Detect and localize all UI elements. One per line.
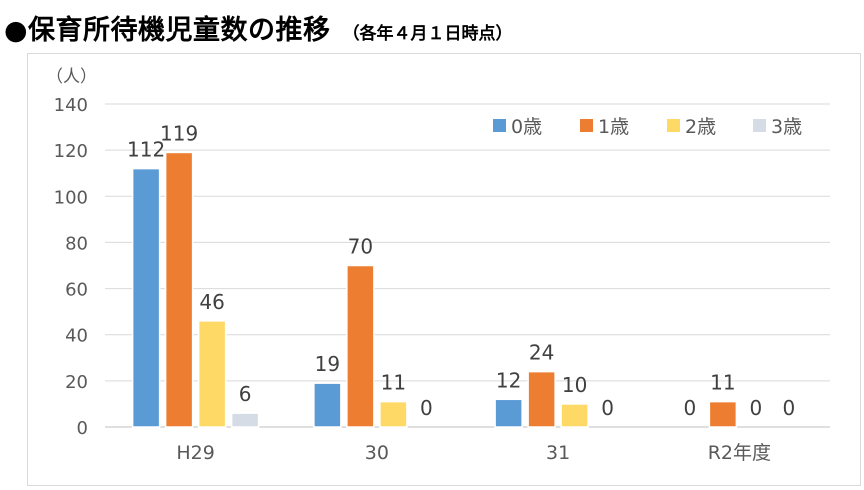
page-title: ●保育所待機児童数の推移 (4, 15, 331, 46)
data-label: 70 (348, 235, 373, 259)
y-tick-label: 100 (54, 187, 88, 208)
data-label: 0 (783, 396, 796, 420)
bar-2歳-30 (379, 400, 408, 428)
bar-0歳-H29 (131, 167, 161, 428)
y-tick-label: 40 (65, 326, 88, 347)
x-axis-ticks: H29 30 31 R2年度 (176, 442, 771, 464)
y-tick-label: 120 (54, 141, 88, 162)
y-tick-label: 60 (65, 280, 88, 301)
legend-label: 1歳 (598, 116, 629, 138)
bar-1歳-H29 (164, 151, 194, 428)
x-tick-label: R2年度 (708, 442, 771, 464)
data-label: 119 (160, 121, 198, 145)
page-subtitle: （各年４月１日時点） (342, 24, 513, 44)
y-tick-label: 80 (65, 233, 88, 254)
data-label: 0 (750, 396, 763, 420)
data-label: 6 (239, 382, 252, 406)
data-label: 19 (315, 352, 340, 376)
bar-0歳-31 (494, 398, 523, 428)
data-label: 12 (496, 368, 521, 392)
legend-label: 3歳 (771, 116, 802, 138)
y-tick-label: 140 (54, 95, 88, 116)
x-tick-label: 30 (365, 442, 389, 464)
data-label: 10 (562, 373, 587, 397)
data-label: 0 (684, 396, 697, 420)
data-label: 11 (381, 371, 406, 395)
y-axis-ticks: 0 20 40 60 80 100 120 140 (54, 95, 88, 439)
y-tick-label: 20 (65, 372, 88, 393)
legend-label: 0歳 (511, 116, 542, 138)
legend-swatch-0歳 (493, 119, 506, 132)
data-label: 0 (420, 396, 433, 420)
legend: 0歳 1歳 2歳 3歳 (493, 116, 802, 138)
y-tick-label: 0 (77, 418, 88, 439)
x-tick-label: H29 (176, 442, 214, 464)
legend-label: 2歳 (685, 116, 716, 138)
data-label: 11 (710, 371, 735, 395)
bar-1歳-31 (527, 370, 556, 428)
legend-swatch-1歳 (580, 119, 593, 132)
bars (131, 151, 738, 428)
bar-2歳-31 (560, 403, 589, 428)
bar-0歳-30 (313, 382, 342, 428)
data-label: 0 (601, 396, 614, 420)
y-axis-unit-label: （人） (46, 67, 97, 87)
bar-2歳-H29 (197, 320, 227, 428)
legend-swatch-2歳 (667, 119, 680, 132)
data-label: 112 (127, 138, 165, 162)
bar-3歳-H29 (230, 412, 260, 428)
legend-swatch-3歳 (753, 119, 766, 132)
x-tick-label: 31 (546, 442, 570, 464)
data-label: 24 (529, 341, 554, 365)
chart-heading: ●保育所待機児童数の推移 （各年４月１日時点） (4, 8, 513, 48)
data-label: 46 (199, 290, 224, 314)
bar-1歳-R2年度 (708, 400, 738, 428)
bar-1歳-30 (346, 264, 375, 428)
